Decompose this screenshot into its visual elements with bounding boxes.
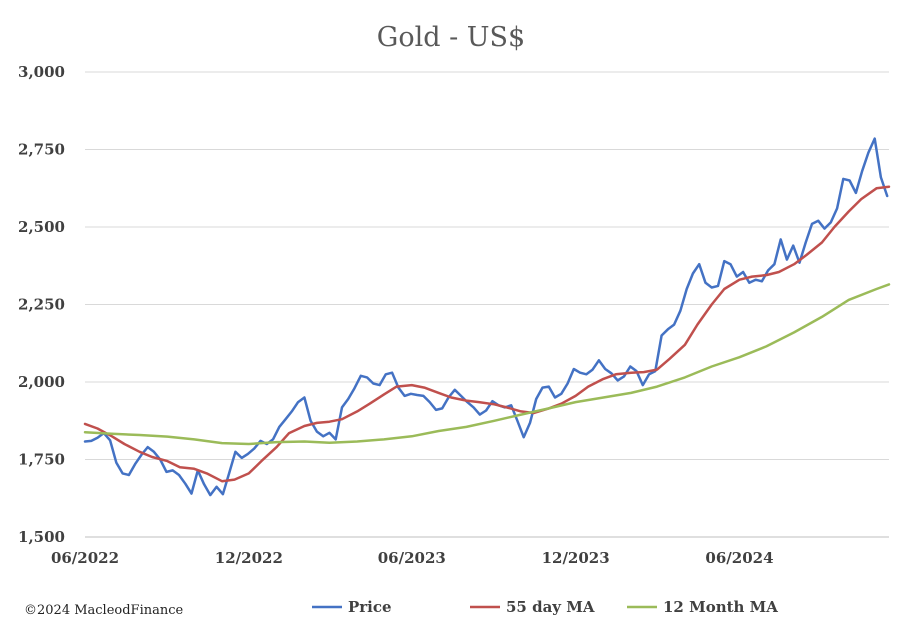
- series-line-55-day-ma: [83, 185, 891, 483]
- series-line-12-month-ma: [83, 283, 891, 446]
- y-tick-label: 1,500: [18, 528, 65, 546]
- legend-label: Price: [348, 598, 392, 616]
- series-line-price: [83, 137, 889, 497]
- legend-label: 55 day MA: [506, 598, 595, 616]
- x-tick-label: 12/2022: [215, 549, 283, 567]
- series-lines: [83, 137, 891, 497]
- x-tick-label: 06/2023: [378, 549, 446, 567]
- legend-label: 12 Month MA: [663, 598, 778, 616]
- gridlines: [85, 71, 889, 538]
- chart-title: Gold - US$: [377, 22, 525, 53]
- x-tick-label: 12/2023: [542, 549, 610, 567]
- y-tick-label: 2,500: [18, 218, 65, 236]
- legend: Price 55 day MA 12 Month MA: [312, 598, 778, 616]
- x-tick-label: 06/2022: [51, 549, 119, 567]
- y-tick-label: 2,000: [18, 373, 65, 391]
- y-tick-label: 3,000: [18, 63, 65, 81]
- y-tick-label: 2,750: [18, 141, 65, 159]
- y-axis-tick-labels: 1,500 1,750 2,000 2,250 2,500 2,750 3,000: [18, 63, 65, 546]
- y-tick-label: 2,250: [18, 296, 65, 314]
- x-axis-tick-labels: 06/2022 12/2022 06/2023 12/2023 06/2024: [51, 549, 774, 567]
- copyright-text: ©2024 MacleodFinance: [24, 603, 184, 618]
- y-tick-label: 1,750: [18, 451, 65, 469]
- x-tick-label: 06/2024: [705, 549, 773, 567]
